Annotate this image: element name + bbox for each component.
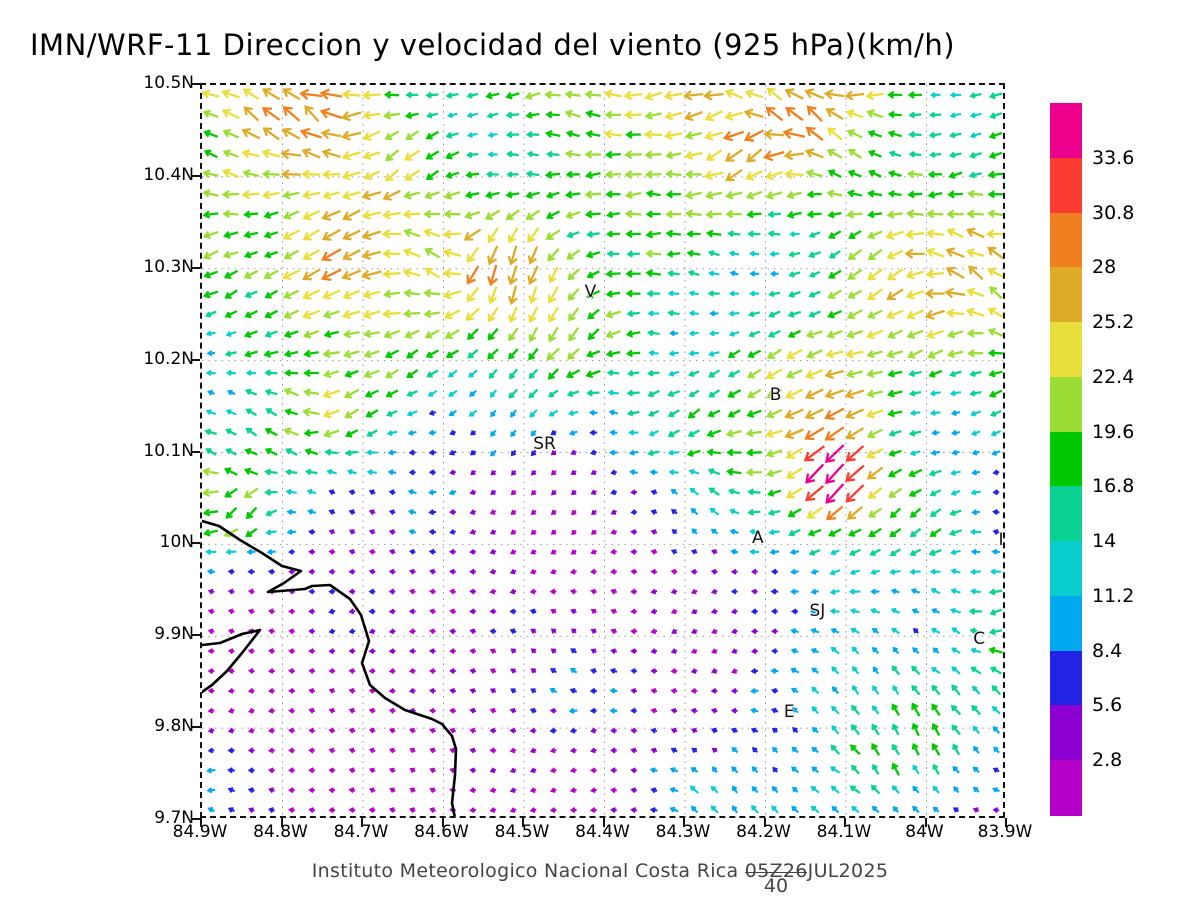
coastline: [202, 519, 458, 816]
x-tick-label: 84.3W: [655, 822, 711, 842]
colorbar-band: [1050, 267, 1082, 323]
x-tick-mark: [522, 818, 524, 827]
colorbar-band: [1050, 760, 1082, 816]
colorbar-tick-label: 8.4: [1092, 639, 1123, 662]
y-axis: 10.5N 10.4N 10.3N 10.2N 10.1N 10N 9.9N 9.8N 9.7N: [0, 0, 200, 900]
colorbar-tick-label: 22.4: [1092, 365, 1135, 388]
x-tick-label: 84.1W: [816, 822, 872, 842]
y-tick-mark: [191, 266, 200, 269]
colorbar-band: [1050, 650, 1082, 707]
x-tick-label: 84W: [905, 822, 944, 842]
quiver-svg: [202, 85, 1003, 816]
y-tick-mark: [191, 818, 200, 820]
reference-vector: 40: [745, 866, 807, 897]
page-title: IMN/WRF-11 Direccion y velocidad del vie…: [30, 28, 956, 62]
x-tick-label: 84.5W: [494, 822, 550, 842]
x-tick-label: 83.9W: [977, 822, 1033, 842]
x-tick-mark: [1005, 818, 1007, 827]
colorbar-tick-label: 2.8: [1092, 749, 1123, 772]
x-tick-mark: [844, 818, 846, 827]
y-tick-mark: [191, 358, 200, 361]
y-tick-mark: [191, 174, 200, 177]
colorbar-tick-label: 19.6: [1092, 420, 1135, 443]
y-tick-label: 10N: [159, 532, 194, 553]
x-tick-label: 84.9W: [172, 822, 228, 842]
wind-vector-field: [202, 85, 1003, 816]
wind-arrows: [202, 87, 1003, 814]
x-tick-mark: [763, 818, 766, 827]
colorbar-band: [1050, 103, 1082, 159]
colorbar-tick-label: 14: [1092, 530, 1117, 553]
y-tick-label: 10.5N: [143, 73, 194, 93]
y-tick-label: 9.7N: [154, 808, 194, 828]
x-tick-mark: [361, 818, 363, 827]
y-tick-label: 10.4N: [143, 164, 194, 185]
x-tick-mark: [200, 818, 202, 827]
colorbar-band: [1050, 595, 1082, 652]
colorbar-tick-label: 16.8: [1092, 475, 1135, 498]
colorbar-band: [1050, 376, 1082, 433]
colorbar-band: [1050, 212, 1082, 268]
x-tick-label: 84.4W: [575, 822, 630, 842]
x-tick-label: 84.7W: [333, 822, 389, 842]
x-tick-label: 84.8W: [253, 822, 308, 842]
plot-area: [200, 83, 1005, 818]
y-tick-mark: [191, 726, 200, 729]
colorbar-band: [1050, 157, 1082, 214]
x-tick-mark: [441, 818, 444, 827]
x-tick-mark: [924, 818, 927, 827]
y-tick-label: 10.3N: [143, 256, 194, 277]
colorbar-band: [1050, 431, 1082, 487]
y-tick-mark: [191, 542, 200, 545]
colorbar-tick-label: 25.2: [1092, 311, 1135, 334]
colorbar-tick-label: 11.2: [1092, 584, 1135, 607]
y-tick-mark: [191, 83, 200, 85]
y-tick-label: 9.9N: [154, 624, 194, 645]
x-tick-label: 84.6W: [414, 822, 469, 842]
x-tick-mark: [683, 818, 685, 827]
reference-vector-bar: [745, 872, 807, 873]
colorbar-band: [1050, 541, 1082, 597]
colorbar-tick-label: 28: [1092, 256, 1117, 279]
colorbar-tick-label: 33.6: [1092, 146, 1135, 169]
y-tick-label: 9.8N: [154, 716, 194, 737]
x-tick-mark: [602, 818, 605, 827]
y-tick-label: 10.2N: [143, 348, 194, 369]
colorbar-band: [1050, 322, 1082, 378]
colorbar-band: [1050, 486, 1082, 542]
y-tick-label: 10.1N: [143, 440, 194, 461]
x-tick-label: 84.2W: [736, 822, 791, 842]
reference-vector-label: 40: [763, 875, 789, 897]
y-tick-mark: [191, 634, 200, 637]
colorbar: [1050, 103, 1082, 816]
colorbar-tick-label: 5.6: [1092, 694, 1123, 717]
colorbar-tick-label: 30.8: [1092, 201, 1135, 224]
x-tick-mark: [280, 818, 283, 827]
y-tick-mark: [191, 450, 200, 453]
colorbar-band: [1050, 705, 1082, 761]
colorbar-tick-labels: 33.6 30.8 28 25.2 22.4 19.6 16.8 14 11.2 8.4 5.6 2.…: [1092, 0, 1200, 900]
footer-credit: Instituto Meteorologico Nacional Costa R…: [311, 860, 889, 882]
